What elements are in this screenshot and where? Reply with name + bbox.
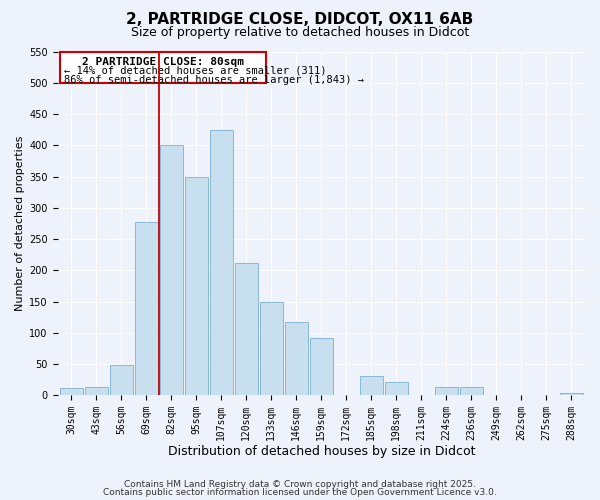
- Bar: [210, 130, 233, 396]
- Text: Size of property relative to detached houses in Didcot: Size of property relative to detached ho…: [131, 26, 469, 39]
- Bar: [460, 387, 482, 396]
- Text: 2, PARTRIDGE CLOSE, DIDCOT, OX11 6AB: 2, PARTRIDGE CLOSE, DIDCOT, OX11 6AB: [127, 12, 473, 28]
- Bar: [110, 366, 133, 396]
- Bar: [60, 52, 266, 83]
- Text: 2 PARTRIDGE CLOSE: 80sqm: 2 PARTRIDGE CLOSE: 80sqm: [82, 56, 244, 66]
- Bar: [185, 176, 208, 396]
- Bar: [385, 382, 407, 396]
- Text: Contains public sector information licensed under the Open Government Licence v3: Contains public sector information licen…: [103, 488, 497, 497]
- Bar: [560, 394, 583, 396]
- Y-axis label: Number of detached properties: Number of detached properties: [15, 136, 25, 311]
- Bar: [285, 322, 308, 396]
- Bar: [435, 387, 458, 396]
- Text: Contains HM Land Registry data © Crown copyright and database right 2025.: Contains HM Land Registry data © Crown c…: [124, 480, 476, 489]
- X-axis label: Distribution of detached houses by size in Didcot: Distribution of detached houses by size …: [167, 444, 475, 458]
- Bar: [135, 222, 158, 396]
- Bar: [235, 263, 257, 396]
- Text: 86% of semi-detached houses are larger (1,843) →: 86% of semi-detached houses are larger (…: [64, 74, 364, 85]
- Bar: [360, 376, 383, 396]
- Bar: [260, 302, 283, 396]
- Bar: [60, 388, 83, 396]
- Bar: [160, 146, 182, 396]
- Text: ← 14% of detached houses are smaller (311): ← 14% of detached houses are smaller (31…: [64, 66, 326, 76]
- Bar: [85, 387, 107, 396]
- Bar: [310, 338, 332, 396]
